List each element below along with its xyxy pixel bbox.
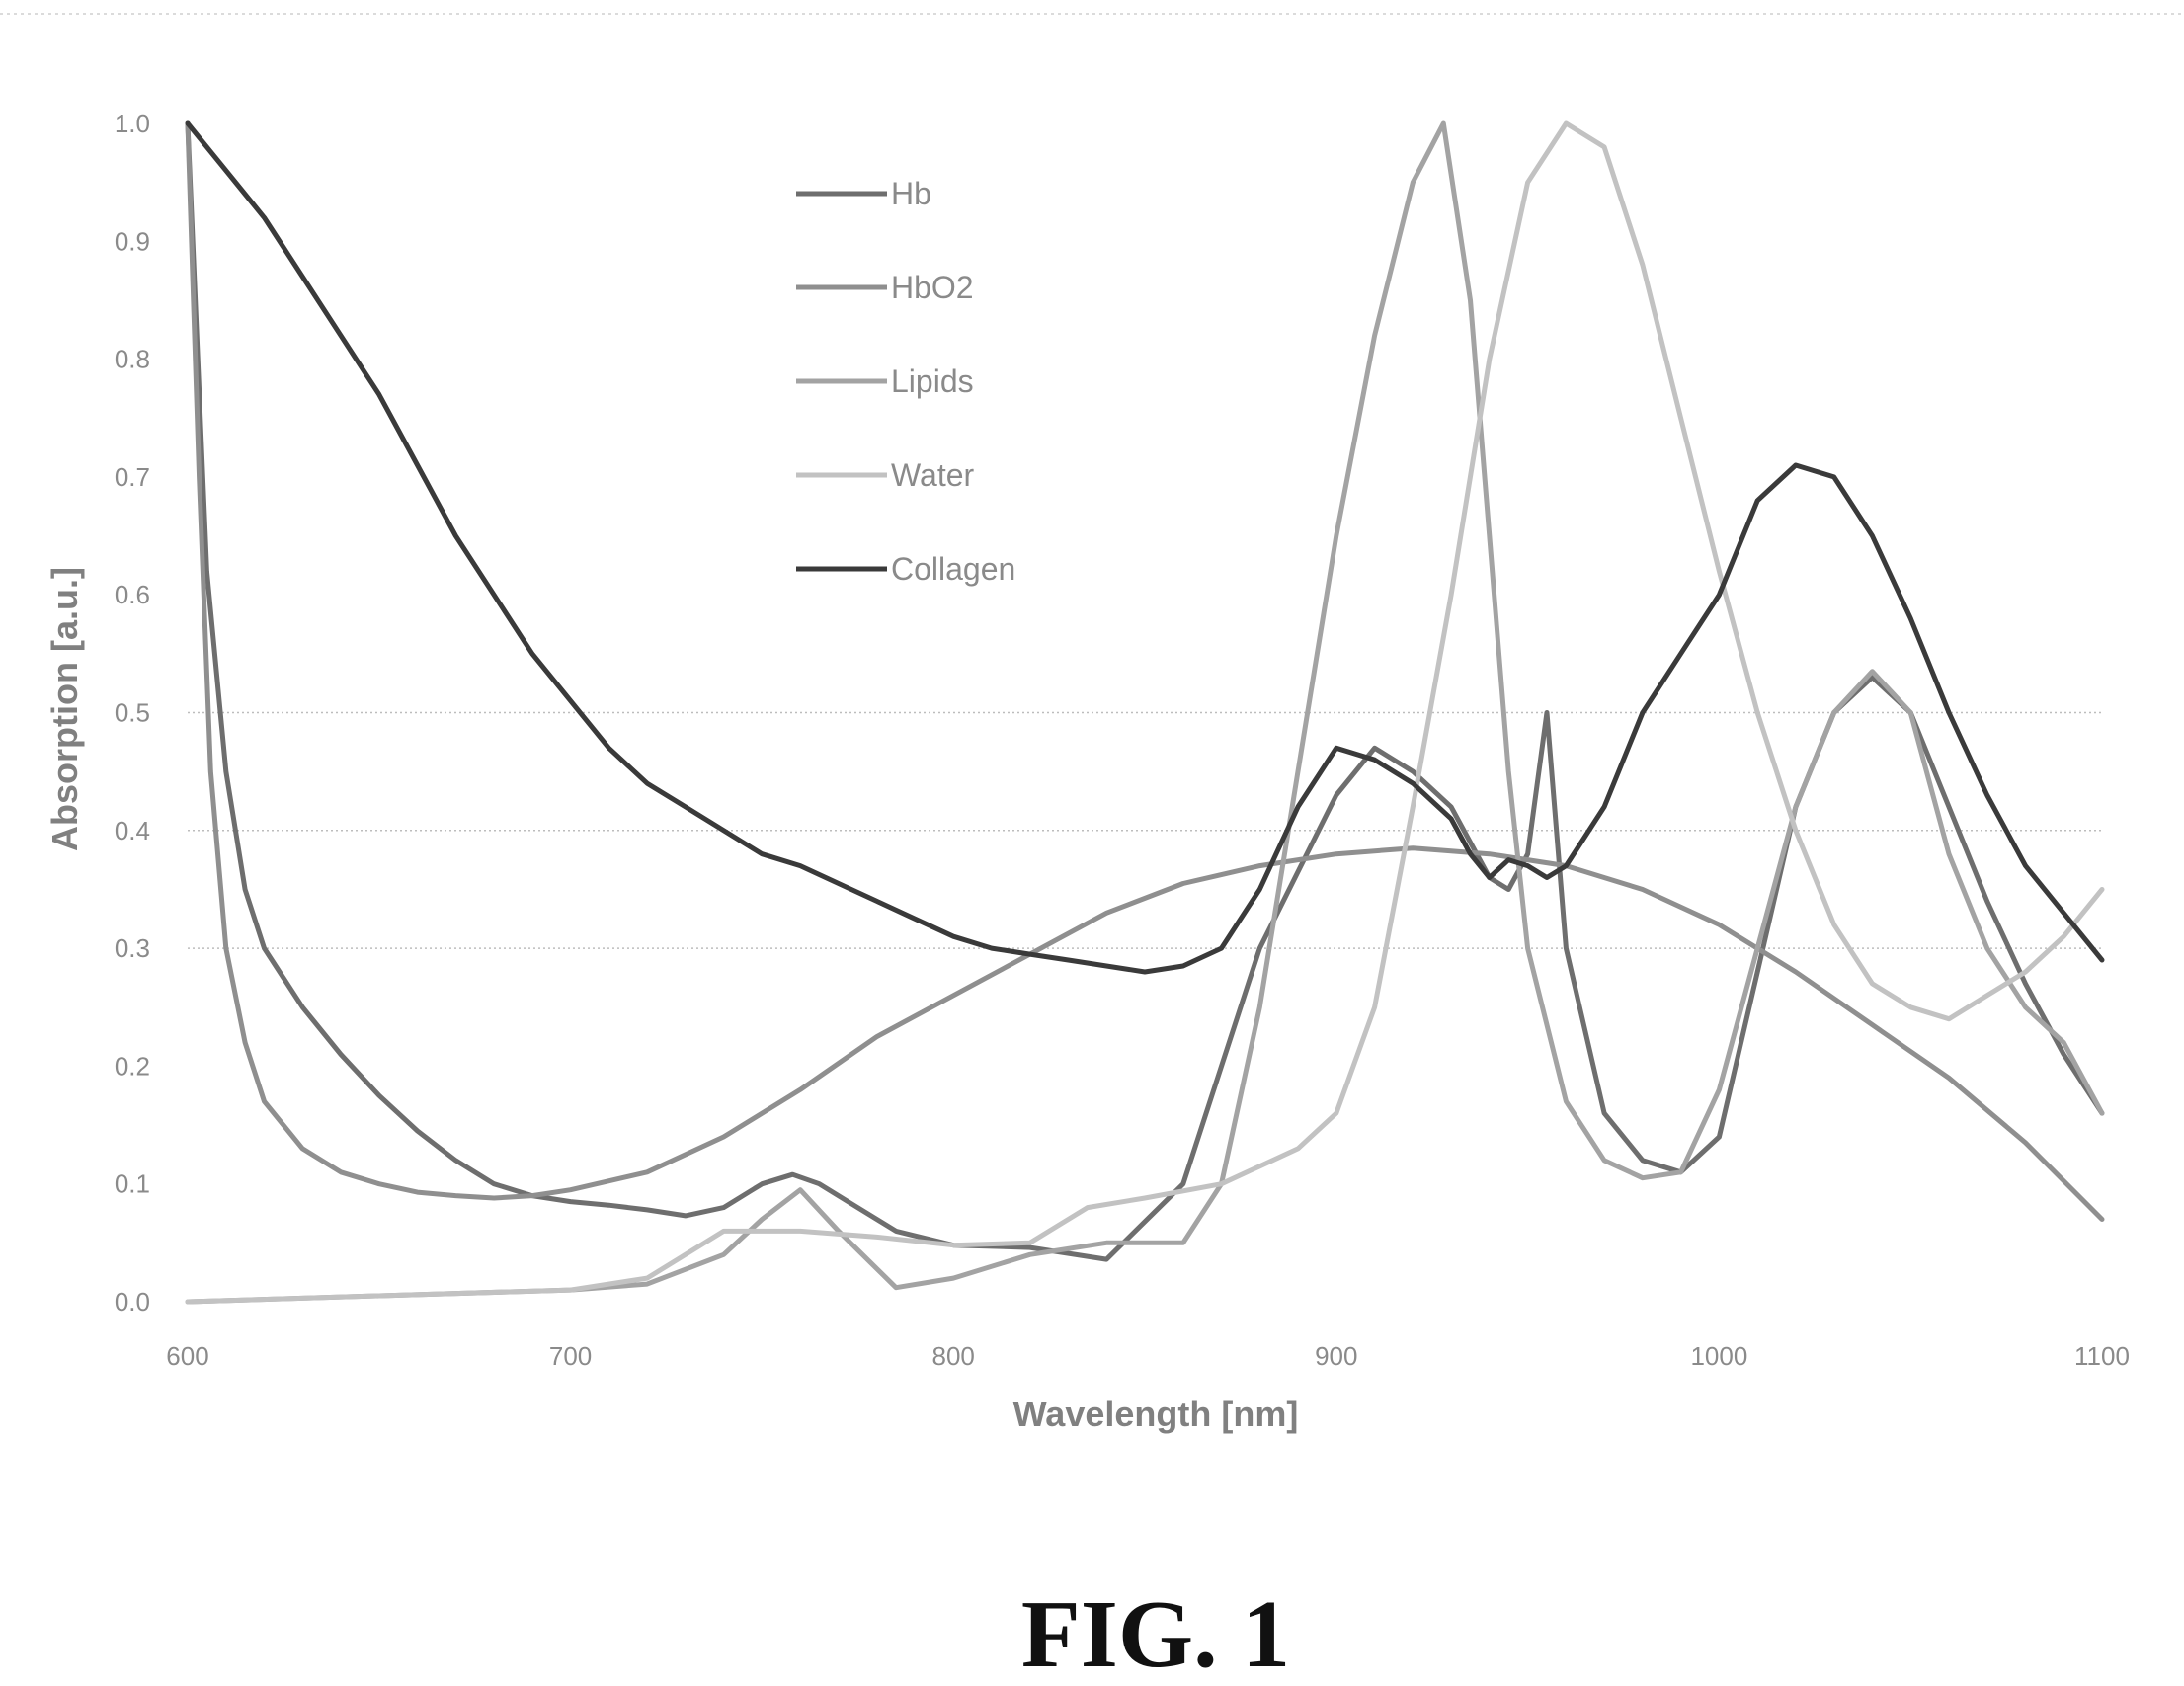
x-tick-label: 1000 <box>1690 1341 1747 1371</box>
series-line-lipids <box>185 120 2105 1305</box>
x-axis-title: Wavelength [nm] <box>1013 1394 1299 1434</box>
x-tick-label: 700 <box>549 1341 592 1371</box>
series-lines <box>185 120 2105 1305</box>
figure-label: FIG. 1 <box>1021 1581 1290 1686</box>
series-line-hbo2 <box>185 120 2105 1222</box>
x-tick-label: 800 <box>932 1341 975 1371</box>
legend: Hb HbO2 Lipids Water Collagen <box>796 176 1015 587</box>
gridlines <box>188 711 2102 949</box>
y-tick-label: 0.3 <box>115 933 150 963</box>
x-tick-label: 900 <box>1315 1341 1357 1371</box>
legend-label-hb: Hb <box>891 176 931 211</box>
legend-label-water: Water <box>891 457 975 493</box>
x-tick-label: 1100 <box>2074 1341 2130 1371</box>
y-axis-ticks: 0.0 0.1 0.2 0.3 0.4 0.5 0.6 0.7 0.8 0.9 1.0 <box>115 109 150 1317</box>
y-tick-label: 1.0 <box>115 109 150 138</box>
y-tick-label: 0.6 <box>115 580 150 609</box>
series-line-collagen <box>185 120 2105 975</box>
x-axis-ticks: 600 700 800 900 1000 1100 <box>166 1341 2130 1371</box>
y-axis-title: Absorption [a.u.] <box>44 567 85 851</box>
y-tick-label: 0.2 <box>115 1051 150 1081</box>
y-tick-label: 0.0 <box>115 1287 150 1317</box>
y-tick-label: 0.9 <box>115 226 150 256</box>
x-tick-label: 600 <box>166 1341 208 1371</box>
y-tick-label: 0.7 <box>115 462 150 492</box>
series-line-hb <box>185 120 2105 1262</box>
y-tick-label: 0.8 <box>115 345 150 374</box>
legend-label-hbo2: HbO2 <box>891 270 974 305</box>
series-line-water <box>185 120 2105 1305</box>
legend-label-collagen: Collagen <box>891 551 1015 587</box>
y-tick-label: 0.5 <box>115 698 150 728</box>
legend-label-lipids: Lipids <box>891 363 974 399</box>
y-tick-label: 0.4 <box>115 816 150 845</box>
y-tick-label: 0.1 <box>115 1169 150 1199</box>
